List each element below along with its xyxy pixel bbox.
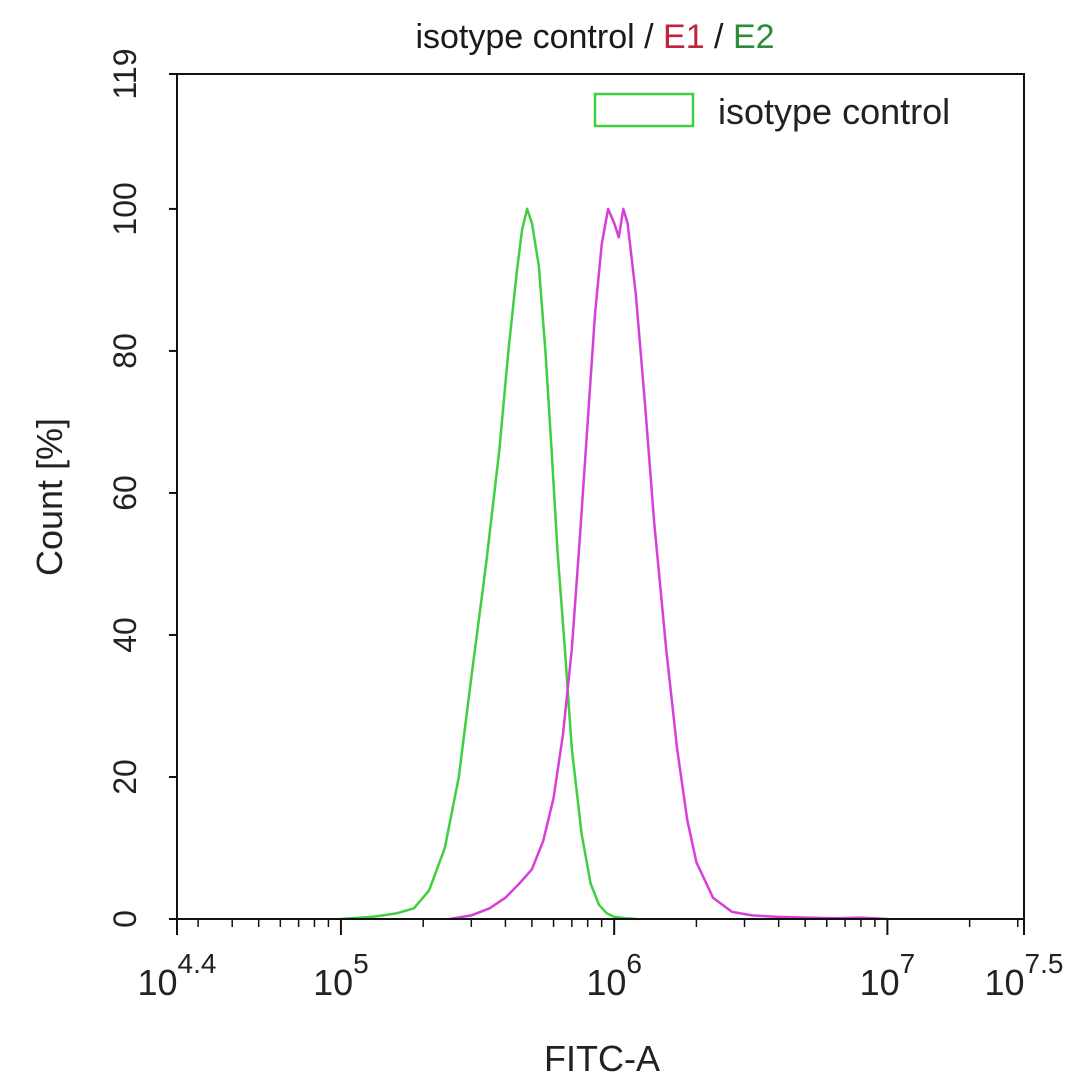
y-tick-label: 60 <box>107 475 143 511</box>
y-axis-ticks: 0 20 40 60 80 100 119 <box>107 48 177 928</box>
x-tick-label: 107.5 <box>985 948 1064 1003</box>
series-line-1 <box>340 207 636 921</box>
y-tick-label: 80 <box>107 333 143 369</box>
y-tick-label: 0 <box>107 910 143 928</box>
title-part-3: / <box>705 18 733 56</box>
title-part-0: isotype control <box>415 18 634 56</box>
title-part-2: E1 <box>663 18 705 56</box>
x-tick-label: 104.4 <box>138 948 217 1003</box>
title-part-1: / <box>635 18 663 56</box>
x-axis-label: FITC-A <box>544 1038 660 1079</box>
x-tick-label: 105 <box>313 948 369 1003</box>
legend: isotype control <box>593 91 950 132</box>
x-tick-label: 107 <box>860 948 916 1003</box>
y-tick-label: 100 <box>107 182 143 235</box>
series-line-2 <box>449 207 888 921</box>
y-axis-label: Count [%] <box>29 418 70 576</box>
x-axis-ticks: 104.4 105 106 107 107.5 <box>138 919 1064 1003</box>
title-part-4: E2 <box>733 18 775 56</box>
y-tick-label: 40 <box>107 617 143 653</box>
legend-label: isotype control <box>718 91 950 132</box>
plot-frame <box>176 73 1025 920</box>
series-layer <box>340 207 888 921</box>
y-tick-label: 119 <box>107 48 143 99</box>
x-tick-label: 106 <box>586 948 642 1003</box>
y-tick-label: 20 <box>107 759 143 795</box>
chart-title: isotype control / E1 / E2 <box>415 18 774 56</box>
legend-swatch <box>593 92 695 128</box>
